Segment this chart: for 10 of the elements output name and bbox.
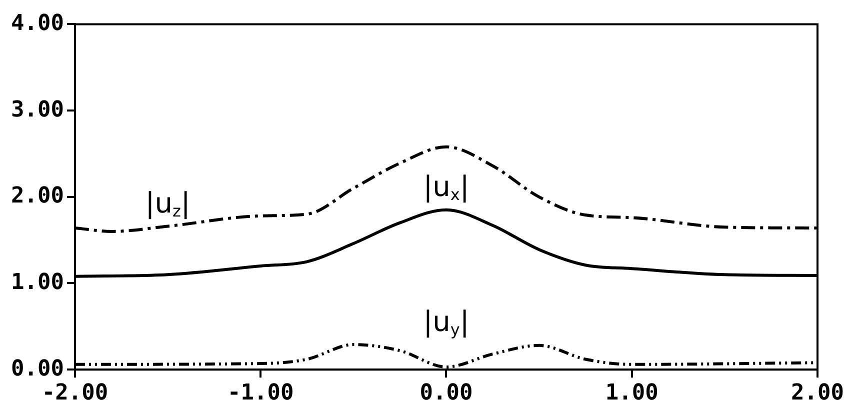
y-tick-label: 3.00 xyxy=(10,97,64,122)
y-tick-label: 2.00 xyxy=(10,184,64,209)
x-tick-label: 2.00 xyxy=(791,380,844,406)
x-tick-label: -2.00 xyxy=(42,380,108,406)
x-tick-label: 0.00 xyxy=(420,380,473,406)
y-tick-label: 4.00 xyxy=(10,10,64,36)
y-tick-label: 1.00 xyxy=(10,270,64,295)
y-tick-label: 0.00 xyxy=(10,356,64,382)
x-tick-label: -1.00 xyxy=(227,380,294,406)
x-tick-label: 1.00 xyxy=(605,380,658,406)
